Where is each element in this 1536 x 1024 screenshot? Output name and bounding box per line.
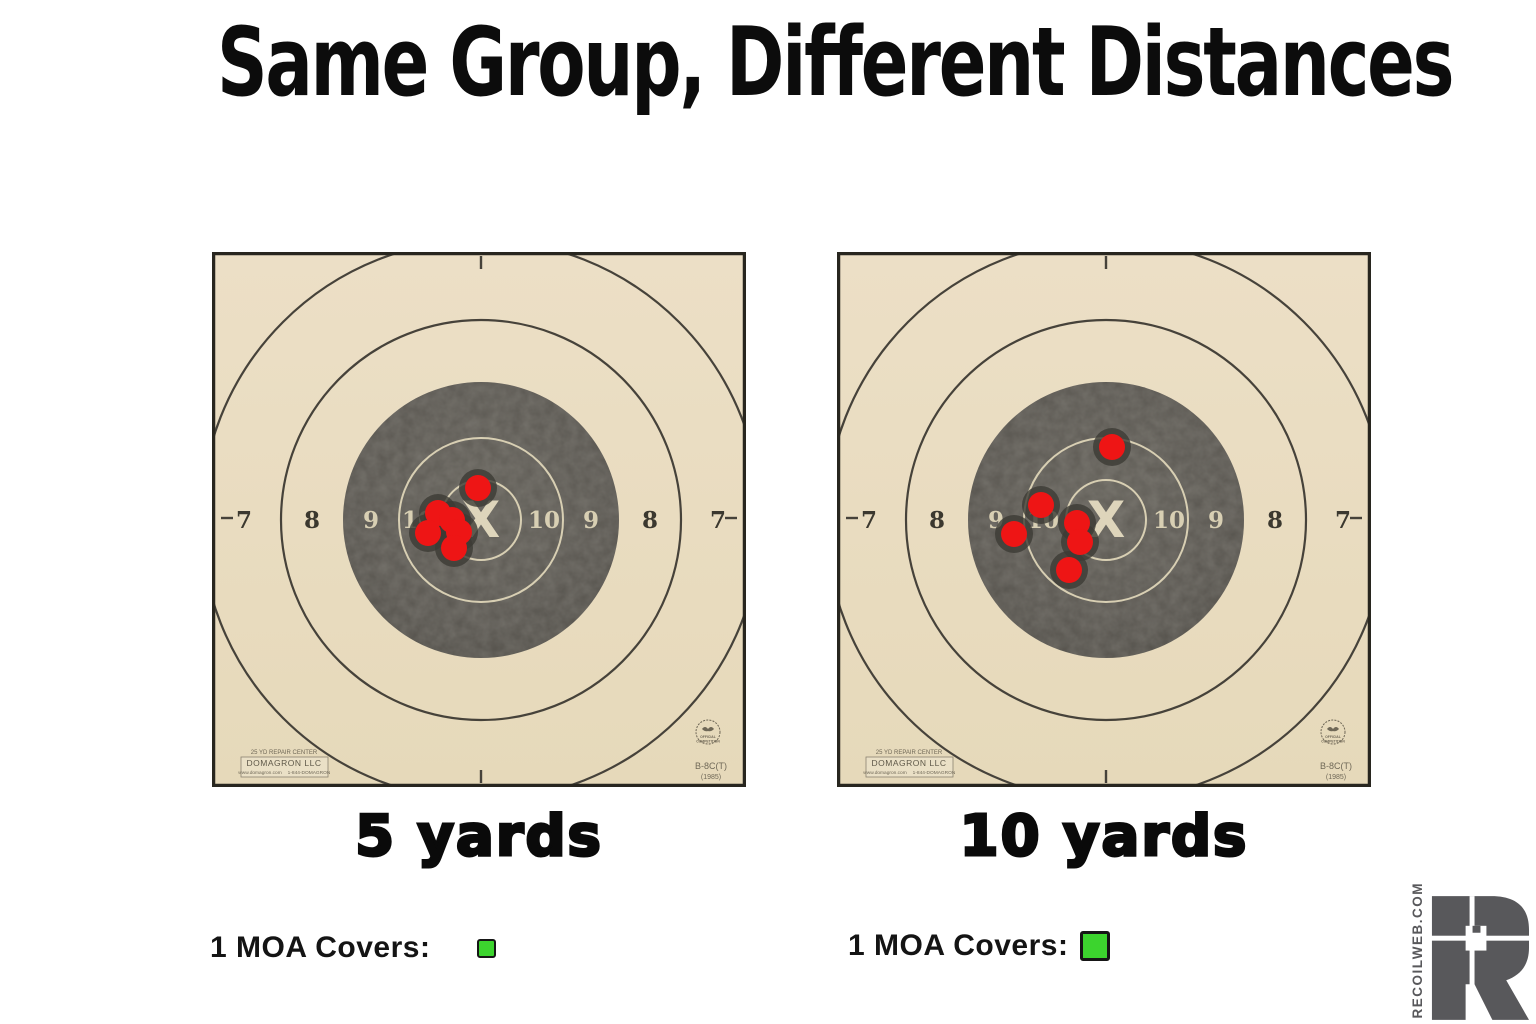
svg-text:9: 9 [363, 507, 379, 534]
svg-text:7: 7 [710, 507, 726, 534]
brand-text: DOMAGRON LLC [247, 758, 322, 768]
svg-text:9: 9 [1208, 507, 1224, 534]
footer-right-block: OFFICIAL COMPETITION B-8C(T) (1985) [1320, 719, 1352, 781]
moa-coverage-square-large [1080, 931, 1111, 961]
target-frame [211, 251, 747, 788]
target-frame [836, 251, 1372, 788]
year-text: (1985) [701, 774, 721, 781]
shot-group [409, 469, 497, 567]
svg-text:8: 8 [929, 507, 945, 534]
phone-text: 1-844-DOMAGRON [913, 770, 956, 776]
moa-label: 1 MOA Covers: [848, 929, 1069, 962]
website-text: www.domagron.com [238, 770, 281, 776]
recoil-watermark: RECOILWEB.COM [1410, 882, 1530, 1021]
edge-ticks [846, 256, 1362, 783]
phone-text: 1-844-DOMAGRON [288, 770, 331, 776]
ring-numbers-tan: 7 8 8 7 [861, 507, 1351, 534]
svg-text:8: 8 [1267, 507, 1283, 534]
page-title: Same Group, Different Distances [0, 8, 1536, 118]
moa-label: 1 MOA Covers: [210, 931, 431, 964]
svg-text:OFFICIAL: OFFICIAL [700, 735, 716, 739]
target-10-yards: 7 8 8 7 9 10 10 9 X 25 YD REPAIR CENTER … [824, 238, 1388, 802]
footer-right-block: OFFICIAL COMPETITION B-8C(T) (1985) [695, 719, 727, 781]
target-10-yards-image: 7 8 8 7 9 10 10 9 X 25 YD REPAIR CENTER … [824, 238, 1388, 802]
bullseye-texture [343, 382, 619, 658]
edge-ticks [221, 256, 737, 783]
target-5-yards-image: 7 8 8 7 9 10 10 9 X 25 YD REPAIR CENTER … [199, 238, 763, 802]
svg-text:OFFICIAL: OFFICIAL [1325, 735, 1341, 739]
page-title-text: Same Group, Different Distances [217, 8, 1454, 118]
distance-label-10-yards: 10 yards [958, 803, 1249, 871]
recoilweb-url-text: RECOILWEB.COM [1410, 881, 1425, 1019]
shot-group [995, 428, 1131, 589]
svg-text:9: 9 [583, 507, 599, 534]
official-competition-seal: OFFICIAL COMPETITION [1320, 719, 1346, 745]
moa-row-5-yards: 1 MOA Covers: [210, 931, 497, 965]
svg-text:8: 8 [304, 507, 320, 534]
svg-text:7: 7 [236, 507, 252, 534]
moa-row-10-yards: 1 MOA Covers: [848, 929, 1111, 963]
recoil-r-logo-icon [1426, 896, 1530, 1020]
svg-text:10: 10 [528, 507, 560, 534]
brand-text: DOMAGRON LLC [872, 758, 947, 768]
svg-text:7: 7 [861, 507, 877, 534]
model-text: B-8C(T) [695, 761, 727, 771]
footer-left-block: 25 YD REPAIR CENTER DOMAGRON LLC www.dom… [238, 750, 331, 778]
svg-text:7: 7 [1335, 507, 1351, 534]
year-text: (1985) [1326, 774, 1346, 781]
moa-coverage-square-small [477, 938, 497, 958]
distance-label-5-yards: 5 yards [354, 803, 603, 871]
repair-center-text: 25 YD REPAIR CENTER [876, 750, 943, 756]
bullseye-texture [968, 382, 1244, 658]
svg-text:COMPETITION: COMPETITION [696, 740, 720, 744]
model-text: B-8C(T) [1320, 761, 1352, 771]
target-5-yards: 7 8 8 7 9 10 10 9 X 25 YD REPAIR CENTER … [199, 238, 763, 802]
ring-numbers-tan: 7 8 8 7 [236, 507, 726, 534]
svg-text:10: 10 [1153, 507, 1185, 534]
footer-left-block: 25 YD REPAIR CENTER DOMAGRON LLC www.dom… [863, 750, 956, 778]
website-text: www.domagron.com [863, 770, 906, 776]
repair-center-text: 25 YD REPAIR CENTER [251, 750, 318, 756]
svg-text:8: 8 [642, 507, 658, 534]
official-competition-seal: OFFICIAL COMPETITION [695, 719, 721, 745]
svg-text:COMPETITION: COMPETITION [1321, 740, 1345, 744]
